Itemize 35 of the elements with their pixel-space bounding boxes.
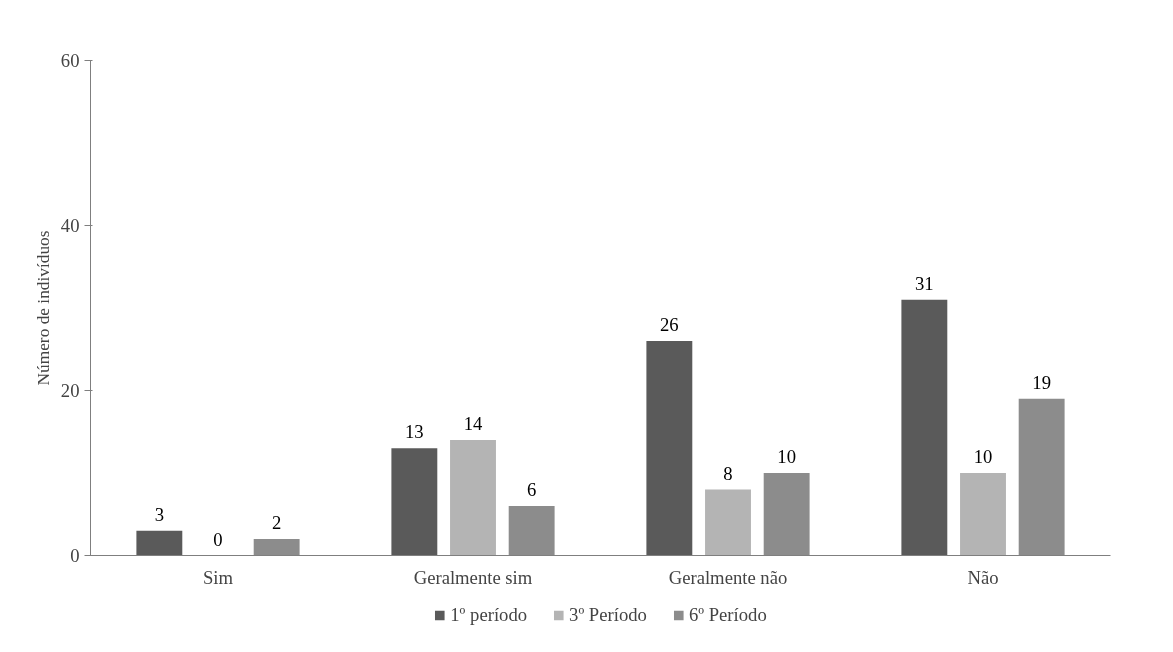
- x-tick-label: Geralmente não: [668, 566, 788, 588]
- data-label: 10: [777, 446, 796, 467]
- data-label: 19: [1032, 371, 1051, 393]
- data-label: 26: [660, 314, 679, 335]
- bar: [1018, 398, 1065, 556]
- data-label: 6: [526, 479, 537, 500]
- data-label: 0: [213, 528, 223, 550]
- bar: [136, 530, 183, 556]
- data-label: 14: [463, 413, 483, 434]
- data-label: 13: [405, 421, 424, 443]
- bar: [253, 539, 300, 556]
- x-tick-label: Não: [967, 566, 999, 588]
- data-label: 31: [915, 272, 934, 294]
- bar: [450, 440, 496, 556]
- legend-label: 1º período: [450, 604, 528, 626]
- legend-label: 6º Período: [688, 604, 767, 626]
- bar: [960, 473, 1006, 556]
- y-tick-label: 20: [60, 380, 80, 401]
- bar: [646, 341, 693, 556]
- data-label: 3: [154, 503, 165, 525]
- y-tick-label: 60: [60, 50, 80, 71]
- x-tick-label: Sim: [202, 566, 234, 588]
- y-tick-label: 40: [60, 215, 80, 236]
- x-tick-label: Geralmente sim: [413, 566, 533, 588]
- bar: [763, 473, 810, 556]
- bar: [901, 299, 948, 556]
- data-label: 2: [271, 512, 282, 533]
- bar: [391, 448, 438, 556]
- legend-label: 3º Período: [569, 604, 647, 626]
- data-label: 10: [973, 446, 993, 467]
- y-tick-label: 0: [70, 545, 80, 566]
- y-axis-title: Número de indivíduos: [33, 230, 53, 386]
- data-label: 8: [723, 462, 733, 484]
- bar: [508, 506, 555, 556]
- bar: [705, 489, 751, 556]
